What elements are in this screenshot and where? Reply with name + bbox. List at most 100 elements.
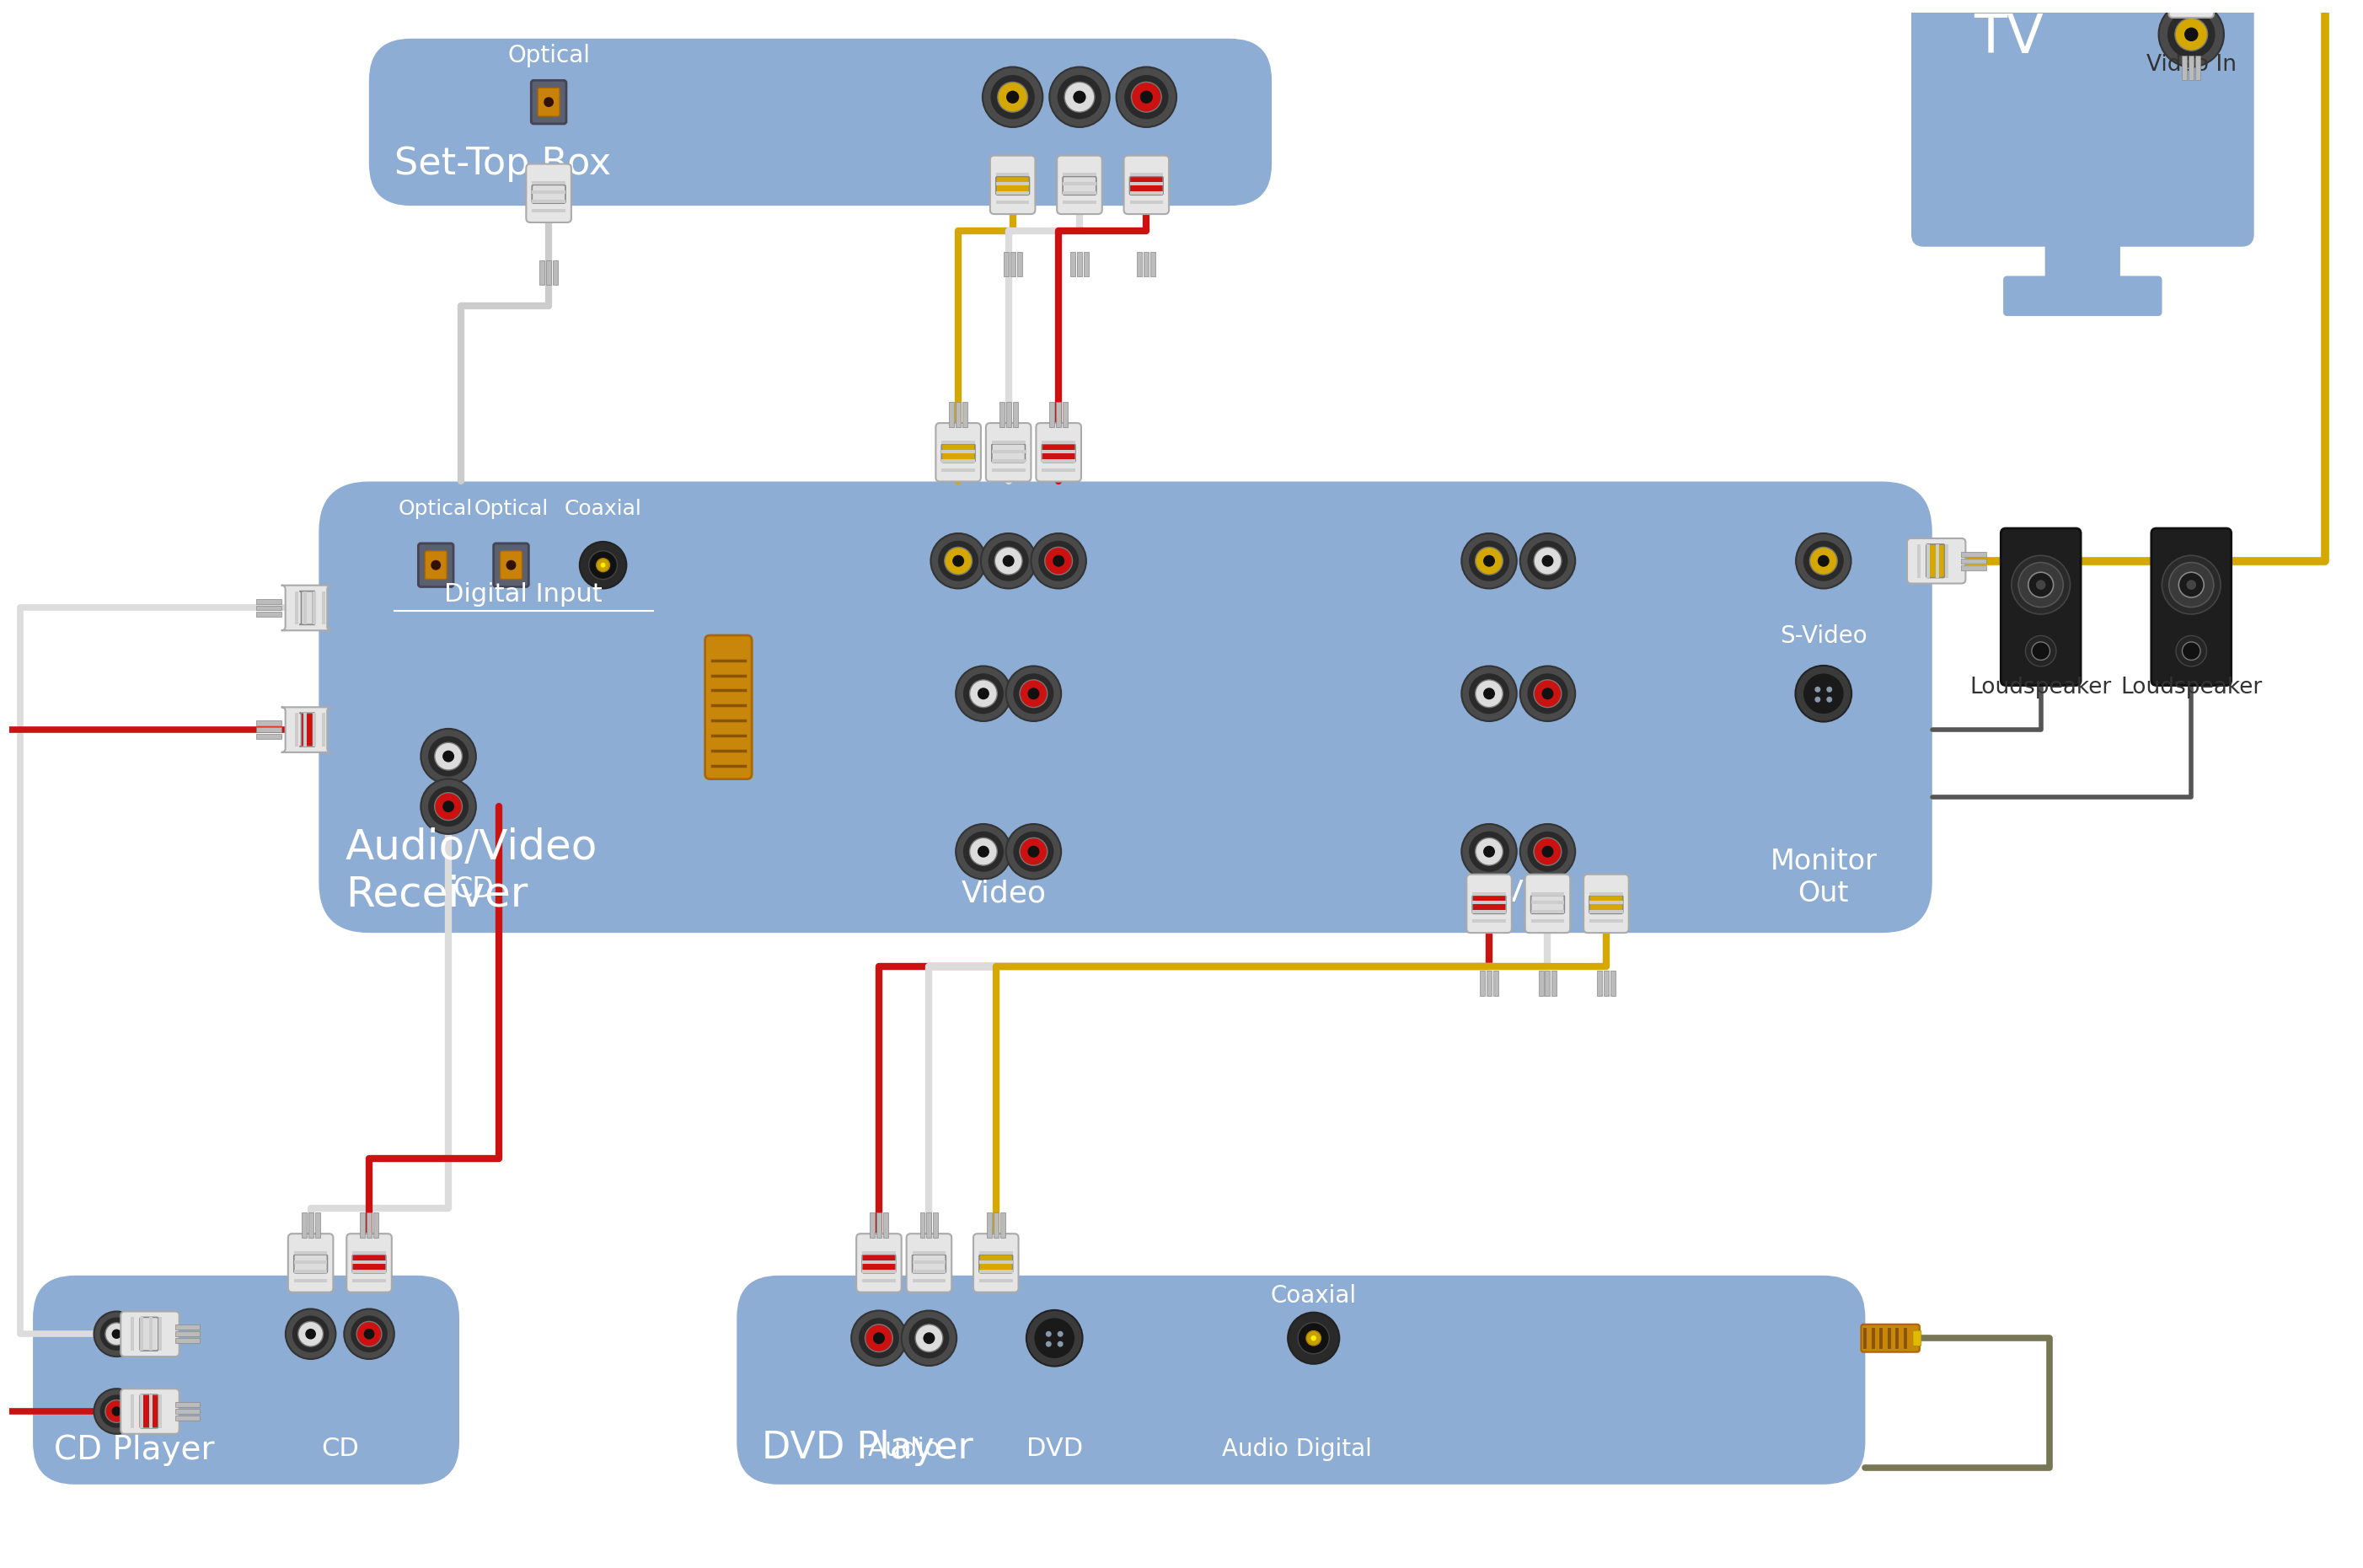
Text: Video: Video	[962, 880, 1047, 908]
FancyBboxPatch shape	[319, 481, 1933, 933]
FancyBboxPatch shape	[281, 585, 331, 630]
FancyBboxPatch shape	[527, 165, 572, 223]
FancyBboxPatch shape	[862, 1254, 896, 1273]
Circle shape	[421, 779, 475, 834]
Text: CD: CD	[454, 877, 494, 903]
Bar	[884, 1212, 888, 1237]
FancyBboxPatch shape	[1125, 155, 1170, 215]
FancyBboxPatch shape	[300, 591, 314, 624]
Bar	[1552, 971, 1557, 996]
Circle shape	[1541, 845, 1552, 858]
Bar	[1130, 172, 1163, 177]
Bar	[1590, 911, 1623, 914]
Bar	[1531, 919, 1564, 924]
Bar	[955, 401, 962, 426]
Bar	[255, 599, 281, 604]
Bar	[1042, 450, 1075, 453]
Bar	[255, 612, 281, 618]
Circle shape	[293, 1316, 328, 1352]
Bar	[1144, 252, 1148, 278]
Bar	[926, 1212, 931, 1237]
Circle shape	[1014, 673, 1054, 713]
Circle shape	[1030, 533, 1087, 588]
Circle shape	[978, 688, 990, 699]
Bar	[293, 1251, 328, 1254]
Circle shape	[1028, 688, 1040, 699]
Bar	[1590, 892, 1623, 895]
Circle shape	[1047, 1341, 1052, 1347]
FancyBboxPatch shape	[940, 444, 976, 463]
Text: DVD: DVD	[1026, 1436, 1082, 1461]
Bar	[995, 182, 1030, 185]
FancyBboxPatch shape	[532, 185, 565, 204]
Bar	[1063, 172, 1096, 177]
Bar	[359, 1212, 364, 1237]
Circle shape	[1519, 533, 1576, 588]
Circle shape	[924, 1333, 936, 1344]
Circle shape	[588, 550, 617, 579]
Circle shape	[851, 1311, 907, 1366]
Circle shape	[428, 786, 468, 826]
Circle shape	[1796, 665, 1853, 721]
Bar	[321, 591, 326, 624]
Circle shape	[1049, 67, 1111, 127]
Circle shape	[1470, 541, 1510, 582]
Bar	[1016, 252, 1021, 278]
Circle shape	[1463, 666, 1517, 721]
Bar	[988, 1212, 992, 1237]
Circle shape	[1007, 91, 1018, 103]
Bar	[312, 713, 317, 746]
Circle shape	[1803, 674, 1843, 713]
Text: Optical: Optical	[399, 499, 473, 519]
Circle shape	[435, 743, 463, 770]
Circle shape	[595, 558, 610, 572]
FancyBboxPatch shape	[985, 423, 1030, 481]
Text: TV: TV	[1973, 11, 2044, 64]
Bar	[1479, 971, 1484, 996]
Circle shape	[900, 1311, 957, 1366]
Text: Video In: Video In	[2146, 55, 2235, 77]
Bar	[1493, 971, 1498, 996]
Bar	[1063, 191, 1096, 194]
Bar	[366, 1212, 371, 1237]
Bar	[1961, 552, 1987, 557]
Bar	[1151, 252, 1156, 278]
Circle shape	[2032, 641, 2051, 660]
FancyBboxPatch shape	[494, 544, 529, 586]
Circle shape	[1026, 1311, 1082, 1366]
FancyBboxPatch shape	[992, 444, 1026, 463]
Bar	[962, 401, 966, 426]
Circle shape	[1047, 1331, 1052, 1338]
Bar	[175, 1338, 201, 1344]
Bar	[1590, 919, 1623, 924]
FancyBboxPatch shape	[1063, 177, 1096, 194]
Bar	[1531, 892, 1564, 895]
Circle shape	[95, 1311, 139, 1356]
Bar	[1864, 1328, 1867, 1348]
Bar	[995, 172, 1030, 177]
FancyBboxPatch shape	[1524, 875, 1569, 933]
Bar	[1472, 902, 1505, 905]
Circle shape	[2018, 563, 2063, 607]
Text: S-Video: S-Video	[1779, 624, 1867, 648]
Circle shape	[1475, 681, 1503, 707]
Circle shape	[1115, 67, 1177, 127]
FancyBboxPatch shape	[990, 155, 1035, 215]
FancyBboxPatch shape	[1583, 875, 1628, 933]
Circle shape	[435, 793, 463, 820]
Bar	[2181, 55, 2188, 80]
Bar	[158, 1317, 161, 1350]
Bar	[352, 1270, 385, 1273]
Circle shape	[914, 1325, 943, 1352]
Bar	[992, 450, 1026, 453]
Circle shape	[1021, 837, 1047, 866]
Bar	[1042, 469, 1075, 472]
Circle shape	[1796, 533, 1850, 588]
Bar	[1545, 971, 1550, 996]
Circle shape	[1288, 1312, 1340, 1364]
Bar	[130, 1394, 135, 1428]
Bar	[992, 441, 1026, 444]
FancyBboxPatch shape	[1130, 177, 1163, 194]
FancyBboxPatch shape	[1467, 875, 1512, 933]
Bar	[995, 191, 1030, 194]
